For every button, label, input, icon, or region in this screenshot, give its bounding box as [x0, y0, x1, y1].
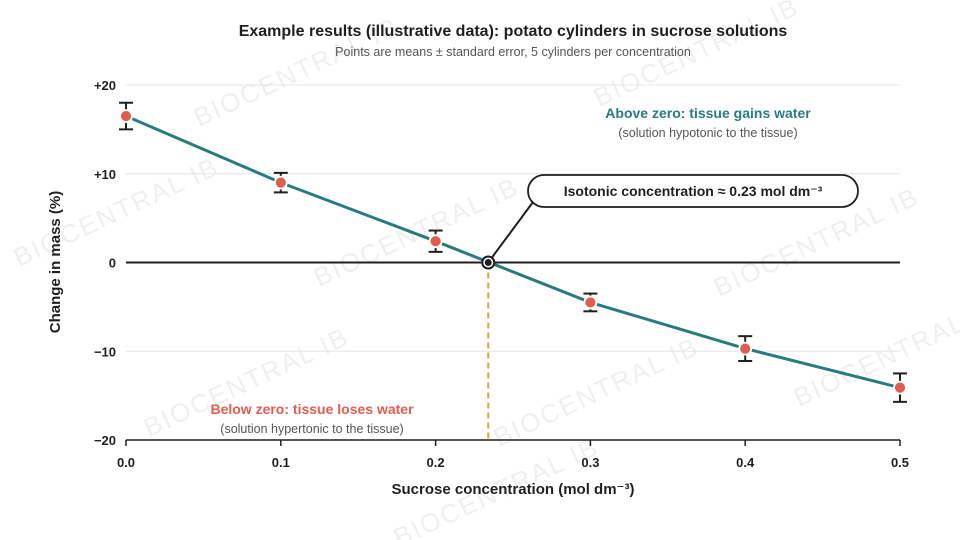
chart-subtitle: Points are means ± standard error, 5 cyl… — [335, 45, 691, 59]
x-tick-label: 0.1 — [272, 455, 290, 470]
watermark-text: BIOCENTRAL IB — [309, 171, 524, 292]
callout-text: Isotonic concentration ≈ 0.23 mol dm⁻³ — [564, 183, 823, 199]
x-tick-label: 0.0 — [117, 455, 135, 470]
below-zero-subnote: (solution hypertonic to the tissue) — [220, 422, 403, 436]
y-tick-label: −10 — [94, 344, 116, 359]
data-point — [738, 341, 753, 356]
x-tick-label: 0.4 — [736, 455, 755, 470]
data-point — [428, 234, 443, 249]
x-tick-label: 0.2 — [427, 455, 445, 470]
data-point — [893, 380, 907, 395]
isotonic-point-center — [484, 259, 492, 266]
watermark-text: BIOCENTRAL IB — [489, 331, 704, 452]
data-point — [273, 175, 288, 190]
x-axis-label: Sucrose concentration (mol dm⁻³) — [392, 481, 635, 498]
series-line — [125, 114, 901, 390]
above-zero-subnote: (solution hypotonic to the tissue) — [618, 126, 797, 140]
y-tick-label: +20 — [94, 78, 116, 93]
y-tick-label: 0 — [109, 256, 116, 271]
below-zero-annotation: Below zero: tissue loses water — [210, 401, 414, 417]
y-tick-label: +10 — [94, 167, 116, 182]
data-point — [583, 295, 598, 310]
callout-leader — [487, 197, 537, 264]
above-zero-annotation: Above zero: tissue gains water — [605, 105, 811, 121]
chart-title: Example results (illustrative data): pot… — [239, 23, 788, 40]
y-tick-label: −20 — [94, 433, 116, 448]
data-points — [119, 109, 907, 395]
watermark-text: BIOCENTRAL IB — [9, 151, 224, 272]
callout-box — [527, 174, 859, 208]
x-tick-label: 0.5 — [891, 455, 909, 470]
data-point — [119, 109, 133, 123]
watermark-text: BIOCENTRAL IB — [789, 291, 960, 412]
grid — [126, 84, 900, 352]
y-axis-label: Change in mass (%) — [47, 191, 64, 334]
x-tick-label: 0.3 — [581, 455, 599, 470]
x-axis-ticks: 0.0 0.1 0.2 0.3 0.4 0.5 — [117, 440, 909, 470]
watermarks: BIOCENTRAL IB BIOCENTRAL IB BIOCENTRAL IB B… — [9, 0, 960, 540]
y-axis-ticks: +20 +10 0 −10 −20 — [94, 78, 116, 448]
